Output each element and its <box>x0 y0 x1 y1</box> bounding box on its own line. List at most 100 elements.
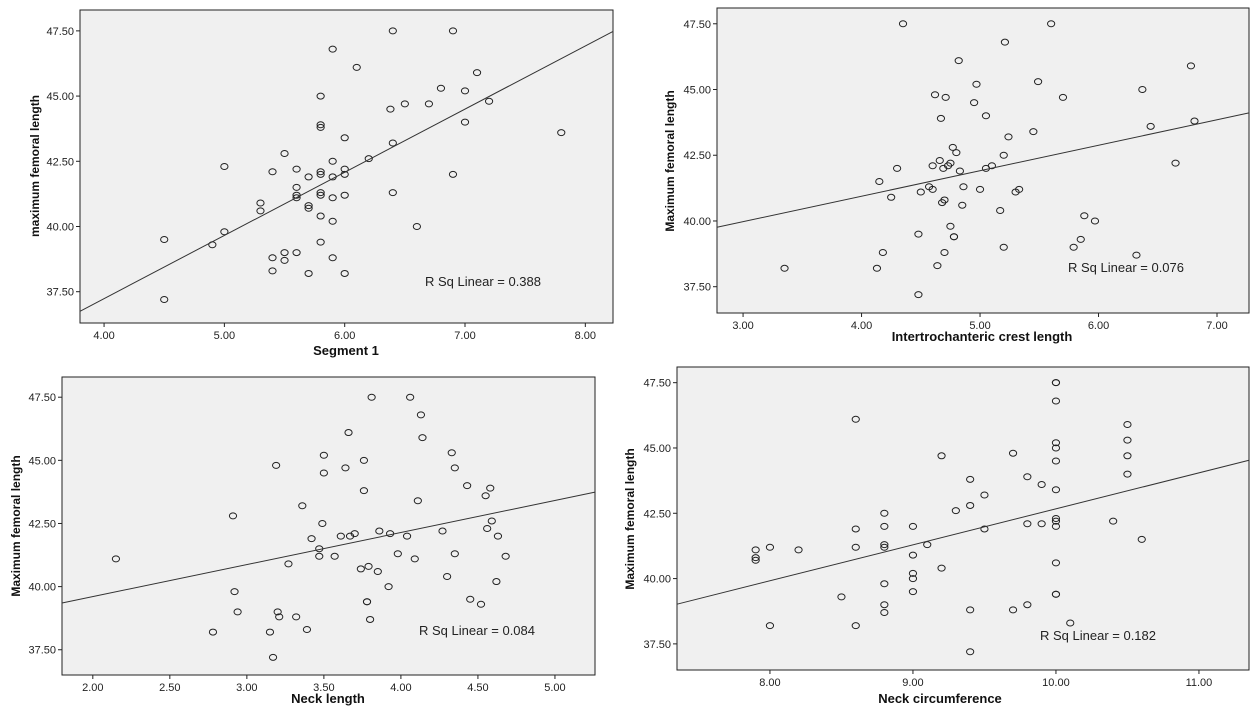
x-tick-label: 2.00 <box>82 682 103 694</box>
y-tick-label: 45.00 <box>28 455 56 467</box>
data-point <box>328 254 337 262</box>
data-point <box>344 429 353 437</box>
data-point <box>367 393 376 401</box>
data-point <box>914 291 923 299</box>
x-tick-label: 6.00 <box>1088 320 1109 332</box>
data-point <box>880 543 889 551</box>
y-axis-label: Maximum femoral length <box>9 455 23 596</box>
data-point <box>472 69 482 77</box>
data-point <box>280 249 289 257</box>
data-point <box>316 123 325 131</box>
data-point <box>340 269 349 277</box>
data-point <box>364 562 373 570</box>
data-point <box>970 99 979 107</box>
data-point <box>837 593 846 601</box>
y-tick-label: 47.50 <box>46 26 74 38</box>
data-point <box>880 522 889 530</box>
data-point <box>388 27 397 35</box>
data-point <box>941 93 950 101</box>
x-tick-label: 7.00 <box>454 330 475 342</box>
data-point <box>272 461 281 469</box>
data-point <box>1051 590 1061 598</box>
r-squared-annotation: R Sq Linear = 0.084 <box>419 623 535 638</box>
data-point <box>362 598 372 606</box>
y-tick-label: 47.50 <box>28 392 56 404</box>
data-point <box>256 199 265 207</box>
data-point <box>304 173 313 181</box>
x-tick-label: 4.00 <box>851 320 872 332</box>
data-point <box>460 118 470 126</box>
data-point <box>413 497 422 505</box>
data-point <box>1033 78 1043 86</box>
y-tick-label: 42.50 <box>28 518 56 530</box>
data-point <box>448 170 458 178</box>
data-point <box>386 105 395 113</box>
data-point <box>892 164 902 172</box>
data-point <box>928 185 937 193</box>
data-point <box>999 151 1008 159</box>
data-point <box>751 554 760 562</box>
data-point <box>966 501 975 509</box>
data-point <box>1186 62 1196 70</box>
data-point <box>1000 38 1010 46</box>
data-point <box>765 622 775 630</box>
x-tick-label: 9.00 <box>902 677 923 689</box>
data-point <box>493 532 503 540</box>
data-point <box>228 512 238 520</box>
data-point <box>384 583 393 591</box>
data-point <box>424 100 434 108</box>
data-point <box>466 595 475 603</box>
data-point <box>851 525 860 533</box>
data-point <box>996 206 1005 214</box>
x-tick-label: 5.00 <box>544 682 565 694</box>
data-point <box>966 475 975 483</box>
data-point <box>416 411 426 419</box>
data-point <box>1123 452 1132 460</box>
data-point <box>972 80 981 88</box>
x-tick-label: 2.50 <box>159 682 180 694</box>
data-point <box>1080 212 1089 220</box>
data-point <box>794 546 803 554</box>
data-point <box>1023 601 1032 609</box>
data-point <box>359 487 369 495</box>
data-point <box>319 451 328 459</box>
data-point <box>1146 122 1155 130</box>
data-point <box>340 191 349 199</box>
data-point <box>780 264 789 272</box>
x-axis: 3.00 4.00 5.00 6.00 7.00 <box>732 313 1228 332</box>
data-point <box>1029 128 1038 136</box>
data-point <box>359 456 369 464</box>
data-point <box>487 517 496 525</box>
data-point <box>880 509 889 517</box>
r-squared-annotation: R Sq Linear = 0.182 <box>1040 628 1156 643</box>
data-points <box>111 393 510 661</box>
r-squared-annotation: R Sq Linear = 0.388 <box>425 274 541 289</box>
data-point <box>1051 486 1061 494</box>
x-axis-label: Neck length <box>291 691 365 706</box>
data-point <box>751 546 760 554</box>
data-point <box>751 556 760 564</box>
data-point <box>966 648 975 656</box>
data-point <box>230 588 239 596</box>
data-point <box>980 525 989 533</box>
data-point <box>463 482 472 490</box>
x-tick-label: 3.00 <box>236 682 257 694</box>
data-point <box>1051 517 1061 525</box>
x-tick-label: 3.50 <box>313 682 334 694</box>
x-axis: 2.00 2.50 3.00 3.50 4.00 4.50 5.00 <box>82 675 566 694</box>
data-point <box>954 57 963 65</box>
data-point <box>356 565 365 573</box>
data-point <box>1058 93 1068 101</box>
data-point <box>364 155 373 163</box>
data-point <box>280 149 289 157</box>
data-point <box>908 551 918 559</box>
r-squared-annotation: R Sq Linear = 0.076 <box>1068 260 1184 275</box>
data-point <box>946 159 955 167</box>
data-point <box>275 613 284 621</box>
data-point <box>284 560 293 568</box>
data-point <box>336 532 345 540</box>
data-point <box>365 615 375 623</box>
data-point <box>1171 159 1180 167</box>
y-tick-label: 47.50 <box>643 378 671 390</box>
data-point <box>375 527 384 535</box>
